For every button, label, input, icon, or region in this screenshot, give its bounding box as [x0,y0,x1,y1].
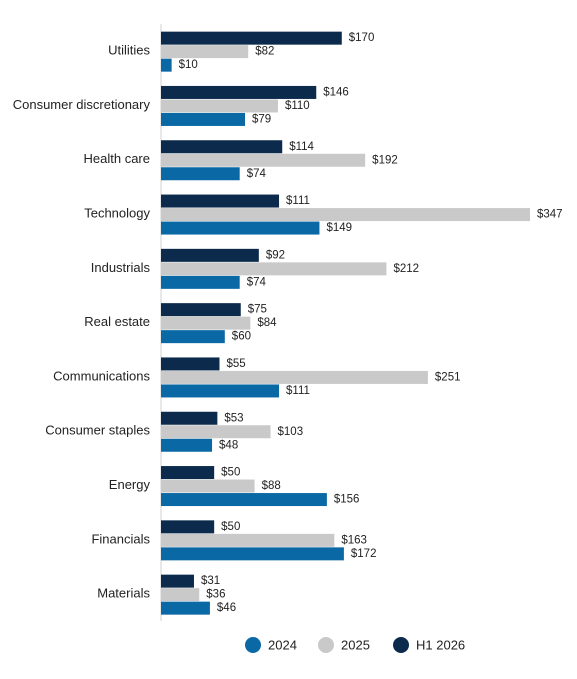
bar [161,493,327,507]
bar [161,248,259,262]
bar [161,330,225,344]
value-label: $53 [224,412,243,424]
bar [161,85,317,99]
bar [161,221,320,235]
bar [161,547,344,561]
value-label: $212 [393,263,419,275]
value-label: $103 [278,426,304,438]
value-label: $10 [179,59,198,71]
bar [161,262,387,276]
value-label: $111 [286,385,310,397]
value-label: $111 [286,195,310,207]
bar [161,520,215,534]
value-label: $172 [351,548,377,560]
legend-swatch [318,637,334,653]
bar [161,574,194,588]
bar [161,384,280,398]
value-label: $88 [262,480,281,492]
category-label: Communications [53,368,150,383]
bar [161,194,280,208]
bar [161,112,246,126]
bar [161,167,240,181]
bar [161,45,249,59]
value-label: $60 [232,331,251,343]
value-label: $82 [255,46,274,58]
category-label: Financials [91,531,150,546]
category-label: Health care [84,151,150,166]
value-label: $146 [323,86,349,98]
bar [161,370,428,384]
category-label: Real estate [84,314,150,329]
bar [161,479,255,493]
bar [161,99,278,113]
value-label: $79 [252,113,271,125]
value-label: $74 [247,168,267,180]
value-label: $31 [201,575,220,587]
bar [161,601,210,615]
value-label: $156 [334,494,360,506]
bar [161,153,366,167]
bar [161,58,172,72]
legend-label: 2025 [341,637,370,652]
value-label: $74 [247,276,267,288]
category-label: Consumer staples [45,423,150,438]
bar [161,438,213,452]
bar [161,357,220,371]
value-label: $114 [289,141,314,153]
bar [161,466,215,480]
bar [161,303,241,317]
value-label: $92 [266,249,285,261]
value-label: $84 [257,317,277,329]
bar [161,588,200,602]
value-label: $163 [341,534,367,546]
value-label: $50 [221,521,240,533]
legend-swatch [393,637,409,653]
category-label: Utilities [108,43,150,58]
value-label: $75 [248,304,267,316]
value-label: $192 [372,154,398,166]
value-label: $347 [537,209,563,221]
value-label: $251 [435,371,461,383]
value-label: $48 [219,439,238,451]
category-label: Energy [109,477,151,492]
category-label: Technology [84,205,150,220]
value-label: $50 [221,467,240,479]
bar [161,208,530,222]
bar [161,316,251,330]
legend-label: 2024 [268,637,297,652]
bar [161,31,342,45]
value-label: $110 [285,100,310,112]
category-label: Consumer discretionary [13,97,151,112]
bar [161,425,271,439]
value-label: $55 [226,358,245,370]
value-label: $149 [326,222,352,234]
bar [161,533,335,547]
value-label: $170 [349,32,375,44]
bar [161,411,218,425]
value-label: $46 [217,602,236,614]
legend-label: H1 2026 [416,637,465,652]
value-label: $36 [206,589,225,601]
legend-swatch [245,637,261,653]
category-label: Industrials [91,260,151,275]
bar [161,140,283,154]
bar [161,275,240,289]
category-label: Materials [97,586,150,601]
